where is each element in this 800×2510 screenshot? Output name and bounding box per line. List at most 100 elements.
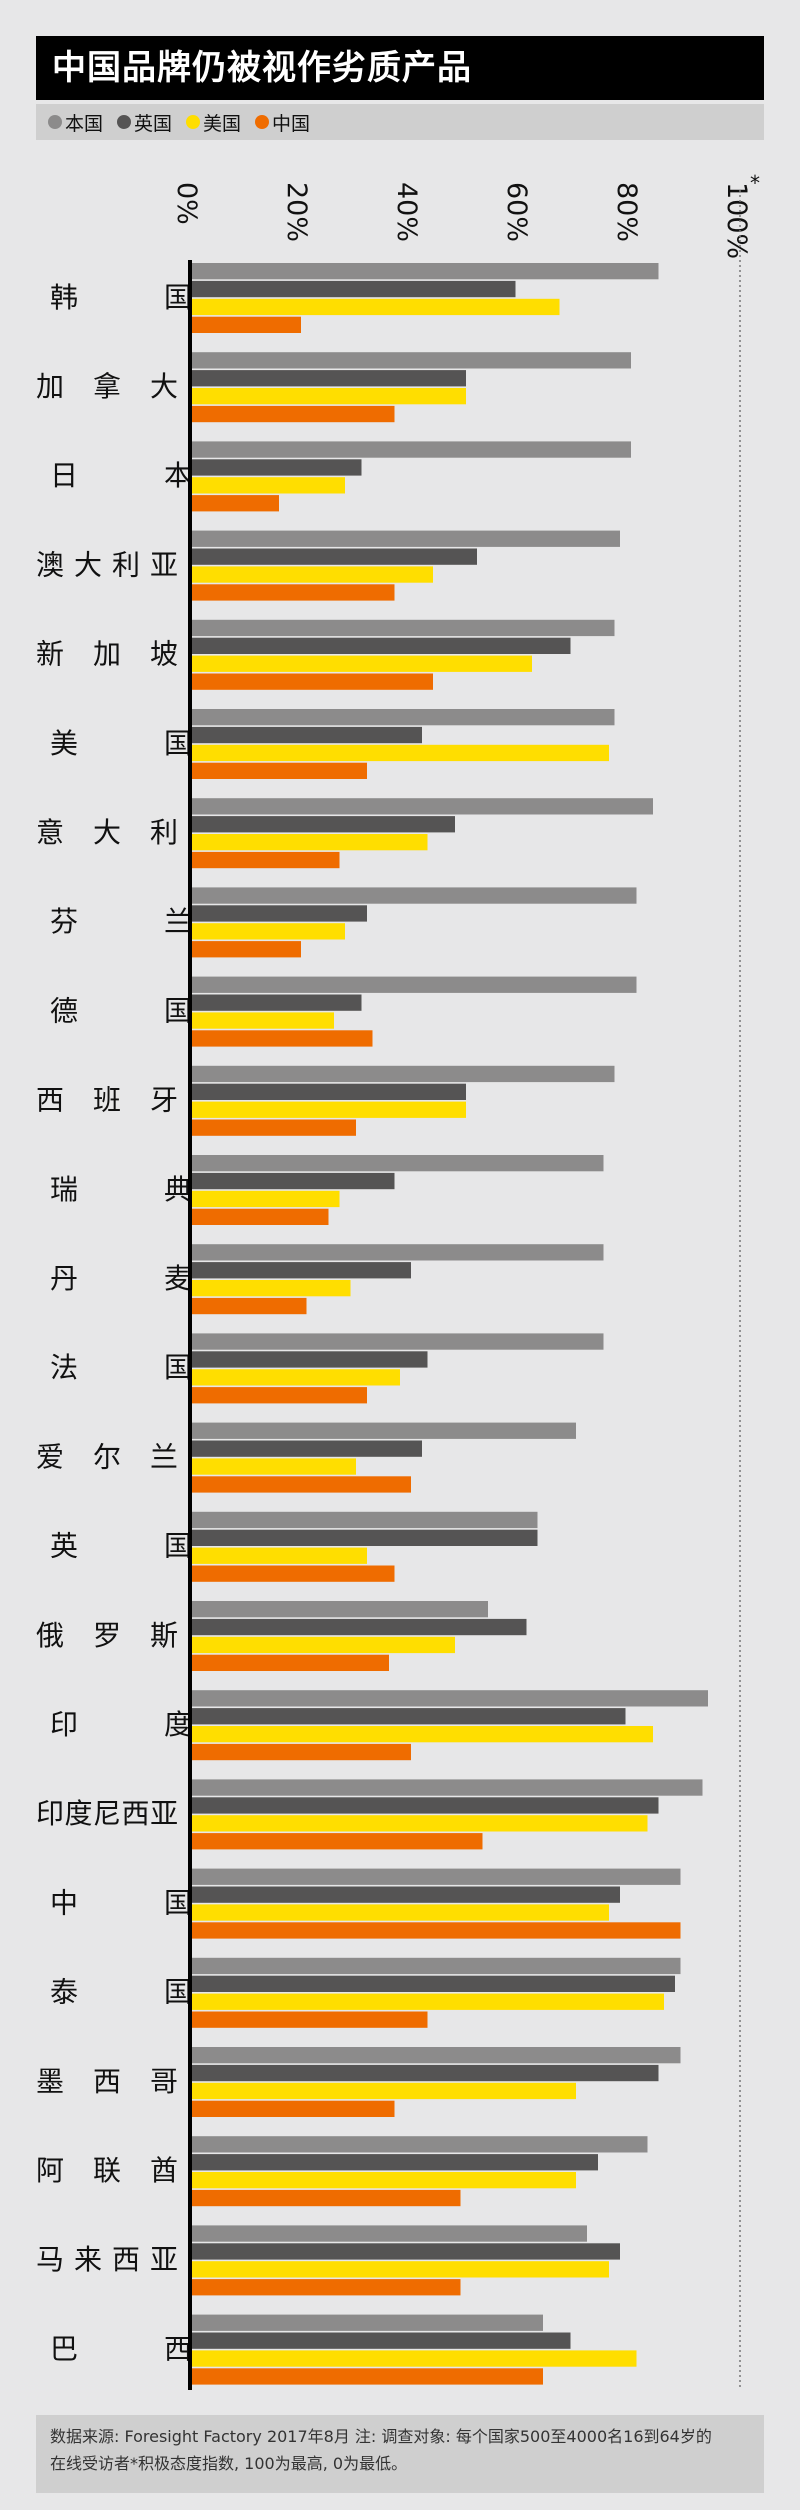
bar-4-3 <box>191 673 433 690</box>
bar-20-3 <box>191 2100 395 2117</box>
bar-0-1 <box>191 280 516 298</box>
bar-7-0 <box>191 887 637 904</box>
bar-18-2 <box>191 1904 609 1921</box>
category-label-9: 西班牙 <box>36 1084 178 1117</box>
category-label-10: 瑞典 <box>50 1173 192 1206</box>
category-label-15: 俄罗斯 <box>36 1619 178 1652</box>
bar-23-0 <box>191 2314 543 2331</box>
category-label-21: 阿联酋 <box>36 2154 178 2187</box>
bar-15-2 <box>191 1636 455 1654</box>
bar-3-2 <box>191 566 433 583</box>
bar-15-1 <box>191 1618 527 1636</box>
legend-label-home: 本国 <box>65 112 104 135</box>
bar-14-1 <box>191 1529 538 1546</box>
bar-21-1 <box>191 2154 598 2171</box>
bar-2-1 <box>191 459 362 476</box>
category-label-7: 芬兰 <box>50 905 192 938</box>
bar-8-2 <box>191 1012 334 1029</box>
bar-11-3 <box>191 1297 307 1315</box>
bar-20-2 <box>191 2082 576 2100</box>
bar-2-3 <box>191 495 279 512</box>
legend: 本国 英国 美国 中国 <box>36 104 764 140</box>
bar-5-0 <box>191 709 615 726</box>
bar-1-0 <box>191 352 631 369</box>
bar-16-0 <box>191 1690 708 1707</box>
bar-5-1 <box>191 726 422 744</box>
bar-5-2 <box>191 744 609 762</box>
bar-16-1 <box>191 1708 626 1725</box>
bar-0-0 <box>191 263 659 280</box>
bar-21-0 <box>191 2136 648 2153</box>
category-label-8: 德国 <box>50 994 192 1027</box>
axis-asterisk: * <box>750 171 760 195</box>
legend-item-uk: 英国 <box>117 109 172 136</box>
bar-3-3 <box>191 584 395 601</box>
category-label-14: 英国 <box>50 1530 192 1563</box>
bar-10-3 <box>191 1208 329 1225</box>
legend-label-us: 美国 <box>203 112 242 135</box>
bar-6-3 <box>191 851 340 869</box>
bar-3-1 <box>191 548 477 565</box>
footer-line-1: 数据来源: Foresight Factory 2017年8月 注: 调查对象:… <box>50 2427 712 2446</box>
bar-5-3 <box>191 762 367 779</box>
bar-23-2 <box>191 2350 637 2367</box>
tick-label-0: 0% <box>171 182 202 225</box>
legend-label-china: 中国 <box>272 112 311 135</box>
category-label-13: 爱尔兰 <box>36 1440 178 1473</box>
bar-8-3 <box>191 1030 373 1047</box>
bar-16-2 <box>191 1726 653 1743</box>
bar-16-3 <box>191 1743 411 1761</box>
category-label-18: 中国 <box>50 1886 192 1919</box>
bar-15-0 <box>191 1601 488 1618</box>
bar-11-1 <box>191 1262 411 1279</box>
bar-18-1 <box>191 1886 620 1903</box>
bar-9-0 <box>191 1065 615 1083</box>
bar-15-3 <box>191 1654 389 1671</box>
bar-17-3 <box>191 1833 483 1850</box>
bar-18-3 <box>191 1922 681 1939</box>
category-label-2: 日本 <box>50 459 192 492</box>
bar-chart: 0% 20% 40% 60% 80% 100%* 韩国加拿大日本澳大利亚新加坡美国意大利芬兰… <box>36 171 760 2390</box>
bar-22-3 <box>191 2279 461 2296</box>
tick-label-40: 40% <box>391 182 422 242</box>
bar-6-1 <box>191 816 455 833</box>
category-label-17: 印度尼西亚 <box>36 1797 178 1830</box>
footer-note: 数据来源: Foresight Factory 2017年8月 注: 调查对象:… <box>36 2415 764 2493</box>
bar-12-1 <box>191 1351 428 1368</box>
legend-dot-uk <box>117 115 132 129</box>
bar-13-1 <box>191 1440 422 1457</box>
legend-dot-us <box>186 115 201 129</box>
bar-20-1 <box>191 2064 659 2082</box>
bar-22-2 <box>191 2261 609 2278</box>
bar-1-3 <box>191 405 395 423</box>
category-label-0: 韩国 <box>50 281 192 314</box>
legend-label-uk: 英国 <box>134 112 173 135</box>
legend-item-home: 本国 <box>48 109 103 136</box>
footer-line-2: 在线受访者*积极态度指数, 100为最高, 0为最低。 <box>50 2454 408 2473</box>
bar-23-1 <box>191 2332 571 2349</box>
bar-14-2 <box>191 1547 367 1564</box>
bar-2-0 <box>191 441 631 458</box>
bar-7-2 <box>191 923 345 940</box>
bar-9-1 <box>191 1083 466 1100</box>
bar-17-2 <box>191 1815 648 1832</box>
bar-19-1 <box>191 1975 675 1992</box>
category-label-6: 意大利 <box>36 816 178 849</box>
bar-22-1 <box>191 2243 620 2260</box>
category-label-20: 墨西哥 <box>36 2065 178 2098</box>
bar-13-2 <box>191 1458 356 1475</box>
bar-0-3 <box>191 316 301 333</box>
bar-0-2 <box>191 298 560 316</box>
bar-19-0 <box>191 1957 681 1975</box>
bar-14-3 <box>191 1565 395 1582</box>
category-label-5: 美国 <box>50 727 192 760</box>
bar-13-3 <box>191 1476 411 1493</box>
bar-1-2 <box>191 388 466 405</box>
bar-22-0 <box>191 2225 587 2242</box>
bar-19-2 <box>191 1993 664 2010</box>
bar-10-1 <box>191 1172 395 1190</box>
tick-label-60: 60% <box>501 182 532 242</box>
bar-11-0 <box>191 1244 604 1261</box>
tick-label-80: 80% <box>611 182 642 242</box>
bar-2-2 <box>191 477 345 494</box>
